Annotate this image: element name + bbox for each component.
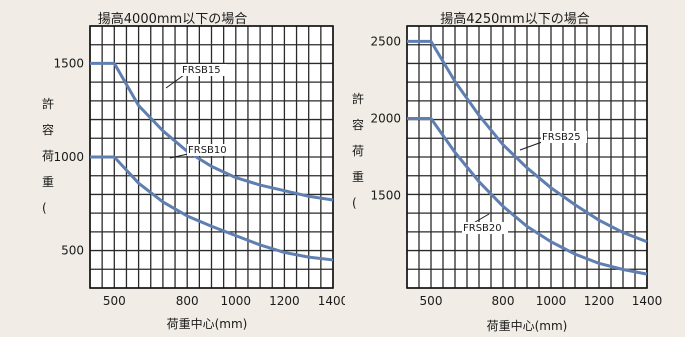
series-label-frsb15: FRSB15 — [182, 65, 221, 76]
series-label-background — [541, 131, 587, 143]
load-chart-4000mm: 揚高4000mm以下の場合 500 1000 1500 500 800 1000 1200 1… — [42, 12, 345, 331]
x-tick-label: 1400 — [632, 294, 663, 308]
series-line-frsb25 — [407, 39, 648, 244]
y-tick-label: 500 — [61, 244, 84, 258]
y-axis-label-char: ( — [42, 201, 47, 215]
chart-plot-4250mm: 1500 2000 2500 500 800 1000 1200 1400 FRSB25 FRSB… — [352, 25, 663, 333]
series-leader-line — [519, 141, 543, 151]
chart-title: 揚高4000mm以下の場合 — [97, 12, 248, 27]
series-label-background — [187, 144, 233, 156]
y-axis-label-char: 重 — [42, 175, 54, 189]
series-label-frsb25: FRSB25 — [542, 132, 581, 143]
x-tick-label: 1000 — [221, 294, 252, 308]
plot-border — [406, 25, 648, 289]
y-axis-label-char: ( — [352, 196, 357, 210]
x-tick-label: 500 — [420, 294, 443, 308]
chart-title: 揚高4250mm以下の場合 — [440, 12, 590, 27]
y-tick-label: 2500 — [370, 34, 401, 48]
x-tick-label: 1400 — [318, 294, 345, 308]
x-tick-label: 1200 — [584, 294, 615, 308]
y-tick-label: 1000 — [53, 150, 84, 164]
chart-plot-4000mm: 500 1000 1500 500 800 1000 1200 1400 FRSB15 FRSB1… — [42, 25, 345, 331]
series-label-background — [462, 222, 508, 234]
y-tick-label: 1500 — [53, 56, 84, 70]
series-line-frsb15 — [90, 61, 334, 202]
x-tick-label: 800 — [176, 294, 199, 308]
y-axis-label-char: 容 — [352, 117, 364, 132]
x-tick-label: 800 — [492, 294, 515, 308]
y-axis-label-char: 荷 — [352, 144, 364, 158]
y-axis-label-char: 重 — [352, 170, 364, 184]
series-label-background — [181, 64, 227, 76]
x-tick-label: 500 — [103, 294, 126, 308]
y-tick-label: 2000 — [370, 111, 401, 125]
series-label-frsb10: FRSB10 — [188, 145, 227, 156]
series-line-frsb20 — [407, 116, 648, 276]
y-axis-label-char: 荷 — [42, 149, 54, 163]
x-tick-label: 1200 — [269, 294, 300, 308]
load-chart-4250mm: 揚高4250mm以下の場合 1500 2000 2500 500 800 1000 1200… — [345, 0, 685, 337]
series-label-frsb20: FRSB20 — [463, 223, 502, 234]
y-axis-label-char: 許 — [42, 97, 54, 111]
series-leader-line — [169, 153, 189, 159]
y-axis-label-char: 容 — [42, 122, 54, 137]
x-axis-label: 荷重中心(mm) — [487, 318, 568, 333]
x-tick-label: 1000 — [536, 294, 567, 308]
series-line-frsb10 — [90, 155, 334, 262]
y-tick-label: 1500 — [370, 189, 401, 203]
y-axis-label-char: 許 — [352, 92, 364, 106]
x-axis-label: 荷重中心(mm) — [167, 316, 248, 331]
series-leader-line — [165, 74, 185, 89]
